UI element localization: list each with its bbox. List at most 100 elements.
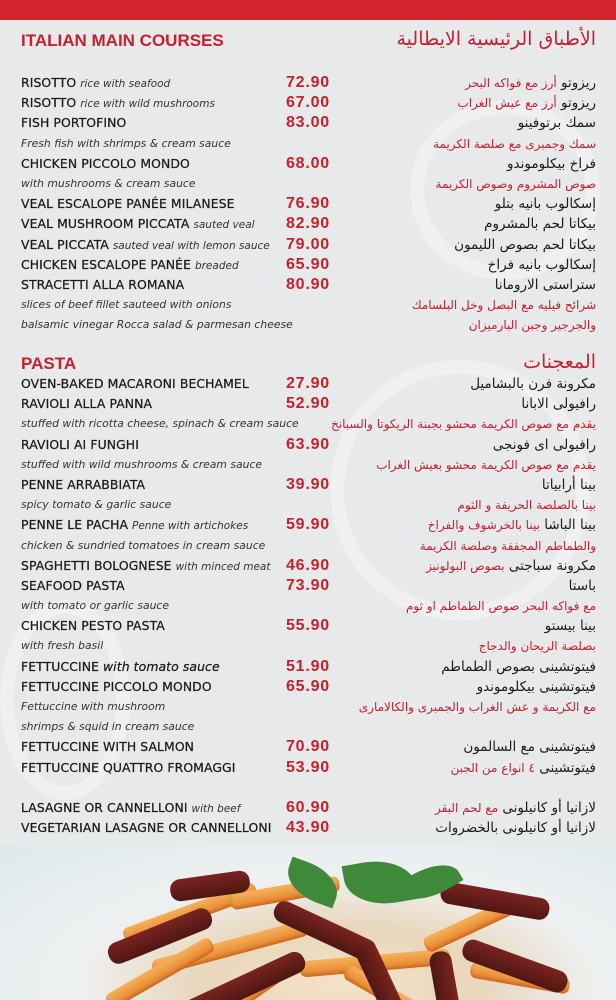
main-courses-list: RISOTTO rice with seafood 72.90 ريزوتو أرز… xyxy=(0,73,616,335)
menu-item-note-ar: ٤ انواع من الجبن xyxy=(450,760,535,775)
menu-item-name-ar: لازانيا أو كانيلونى xyxy=(502,800,596,816)
menu-item-name: SPAGHETTI BOLOGNESE xyxy=(21,557,172,573)
menu-item: CHICKEN ESCALOPE PANÉE breaded 65.90 إسكال… xyxy=(0,255,616,275)
menu-item-ar: رافيولى اى فونجى xyxy=(493,435,596,455)
menu-item-en: PENNE ARRABBIATA xyxy=(21,475,145,495)
menu-item-description-en: balsamic vinegar Rocca salad & parmesan … xyxy=(21,318,293,332)
menu-item-price: 59.90 xyxy=(285,516,330,534)
menu-item-description-ar: بصلصة الريحان والدجاج xyxy=(478,639,596,654)
menu-item-price: 65.90 xyxy=(285,677,330,695)
menu-item-description-ar: بينا بالصلصة الحريفة و الثوم xyxy=(457,498,596,513)
menu-item-ar: إسكالوب بانيه بتلو xyxy=(495,194,596,214)
main-courses-title: ITALIAN MAIN COURSES xyxy=(21,31,224,50)
baked-pasta-list: LASAGNE OR CANNELLONI with beef 60.90 لازا… xyxy=(0,798,616,838)
menu-item-description-ar: صوص المشروم وصوص الكريمة xyxy=(435,176,596,191)
menu-item: FETTUCCINE WITH SALMON 70.90 فيتوتشينى مع … xyxy=(0,737,616,757)
menu-item-ar: فيتوتشينى مع السالمون xyxy=(463,737,596,757)
menu-item-en: SEAFOOD PASTA xyxy=(21,576,125,596)
menu-item-en: PENNE LE PACHA Penne with artichokes xyxy=(21,515,248,536)
main-courses-title-ar: الأطباق الرئيسية الايطالية xyxy=(396,28,596,50)
menu-item-description-en: chicken & sundried tomatoes in cream sau… xyxy=(21,538,266,552)
menu-item-note-ar: بينا بالخرشوف والفراخ xyxy=(427,518,540,533)
menu-item-ar: سمك برتوفينو xyxy=(518,113,596,133)
menu-item-name: FETTUCCINE xyxy=(21,658,99,674)
menu-item-description-ar: يقدم مع صوص الكريمة محشو بجبنة الريكوتا … xyxy=(331,417,596,432)
menu-item-name-ar: مكرونة فرن بالبشاميل xyxy=(470,376,596,392)
menu-item-description-en: with tomato or garlic sauce xyxy=(21,599,169,613)
menu-item-name: FETTUCCINE WITH SALMON xyxy=(21,739,195,755)
menu-item-en: RAVIOLI AI FUNGHI xyxy=(21,435,139,455)
menu-item-name-ar: فيتوتشينى مع السالمون xyxy=(463,739,596,756)
menu-item-ar: مكرونة سباجتى بصوص البولونيز xyxy=(426,556,596,576)
menu-item-en: FETTUCCINE WITH SALMON xyxy=(21,737,194,757)
menu-item-description-en: Fresh fish with shrimps & cream sauce xyxy=(21,136,231,150)
menu-item-ar: بينا الباشا بينا بالخرشوف والفراخ xyxy=(428,515,596,535)
menu-item: FISH PORTOFINO 83.00 سمك برتوفينو xyxy=(0,113,616,133)
pasta-dish-photo xyxy=(0,845,616,1000)
menu-item-en: FISH PORTOFINO xyxy=(21,113,127,133)
menu-item-name-ar: فيتوتشينى بيكلوموندو xyxy=(476,678,596,695)
menu-item-price: 82.90 xyxy=(285,215,330,233)
menu-item-price: 51.90 xyxy=(285,657,330,675)
menu-item-name-ar: بيكاتا لحم بالمشروم xyxy=(484,216,596,233)
menu-item-price: 67.00 xyxy=(285,94,330,112)
menu-item-en: FETTUCCINE with tomato sauce xyxy=(21,657,220,677)
menu-item-name: PENNE ARRABBIATA xyxy=(21,476,146,492)
menu-item-name-ar: رافيولى الابانا xyxy=(521,396,596,413)
menu-item: LASAGNE OR CANNELLONI with beef 60.90 لازا… xyxy=(0,798,616,818)
menu-item-en: OVEN-BAKED MACARONI BECHAMEL xyxy=(21,374,249,394)
menu-item-price: 76.90 xyxy=(285,195,330,213)
menu-item-name-ar: فيتوتشينى xyxy=(539,759,596,776)
top-red-bar xyxy=(0,0,616,20)
pasta-list: OVEN-BAKED MACARONI BECHAMEL 27.90 مكرونة … xyxy=(0,374,616,778)
menu-item: FETTUCCINE QUATTRO FROMAGGI 53.90 فيتوتشين… xyxy=(0,758,616,778)
menu-item-name-ar: لازانيا أو كانيلونى بالخضروات xyxy=(435,820,596,837)
menu-item-note: breaded xyxy=(194,259,239,272)
menu-item-name: VEGETARIAN LASAGNE OR CANNELLONI xyxy=(21,820,272,836)
menu-item-en: VEAL MUSHROOM PICCATA sauted veal xyxy=(21,214,255,235)
menu-item: CHICKEN PICCOLO MONDO 68.00 فراخ بيكلوموند… xyxy=(0,154,616,174)
menu-item-name-ar: إسكالوب بانيه بتلو xyxy=(494,196,596,213)
menu-item-ar: بينا بيستو xyxy=(545,616,596,636)
menu-item-description-en: slices of beef fillet sauteed with onion… xyxy=(21,298,232,312)
menu-item-name: OVEN-BAKED MACARONI BECHAMEL xyxy=(21,376,249,391)
menu-item-ar: ستراستى الارومانا xyxy=(495,275,596,295)
menu-item-price: 43.90 xyxy=(285,819,330,837)
menu-item-name-ar: إسكالوب بانيه فراخ xyxy=(487,256,596,273)
menu-item-name: VEAL PICCATA xyxy=(21,236,109,252)
pasta-title-ar: المعجنات xyxy=(523,351,596,373)
menu-item-description-en: stuffed with ricotta cheese, spinach & c… xyxy=(21,417,299,431)
menu-item-name-ar: فيتوتشينى بصوص الطماطم xyxy=(441,658,596,675)
menu-item-price: 52.90 xyxy=(285,395,330,413)
menu-item-name-ar: ريزوتو xyxy=(561,75,596,91)
menu-item-ar: ريزوتو أرز مع فواكه البحر xyxy=(465,73,596,93)
menu-item-name: CHICKEN PICCOLO MONDO xyxy=(21,155,190,171)
menu-item: CHICKEN PESTO PASTA 55.90 بينا بيستو xyxy=(0,616,616,636)
menu-item-en: CHICKEN PESTO PASTA xyxy=(21,616,165,636)
menu-item-en: FETTUCCINE QUATTRO FROMAGGI xyxy=(21,758,236,778)
menu-item-en: RISOTTO rice with wild mushrooms xyxy=(21,93,215,114)
menu-item-description-ar: سمك وجمبرى مع صلصة الكريمة xyxy=(433,136,596,151)
menu-item-ar: فيتوتشينى بصوص الطماطم xyxy=(441,657,596,677)
menu-item-name-ar: فراخ بيكلوموندو xyxy=(507,155,596,172)
menu-item-name: CHICKEN ESCALOPE PANÉE xyxy=(21,256,191,272)
menu-item-name-ar: بينا الباشا xyxy=(544,517,596,534)
menu-item-en: STRACETTI ALLA ROMANA xyxy=(21,275,184,295)
menu-item-description-en: with fresh basil xyxy=(21,639,104,653)
menu-item-name-ar: ستراستى الارومانا xyxy=(494,276,596,293)
menu-item-price: 79.00 xyxy=(285,235,330,253)
menu-item-en: VEAL ESCALOPE PANÉE MILANESE xyxy=(21,194,235,214)
menu-item-name: VEAL ESCALOPE PANÉE MILANESE xyxy=(21,196,235,212)
menu-item-description: with fresh basil بصلصة الريحان والدجاج xyxy=(0,636,616,656)
menu-item-name: FETTUCCINE PICCOLO MONDO xyxy=(21,678,212,694)
menu-item-description: chicken & sundried tomatoes in cream sau… xyxy=(0,536,616,556)
menu-item: SEAFOOD PASTA 73.90 باستا xyxy=(0,576,616,596)
menu-item-price: 68.00 xyxy=(285,154,330,172)
menu-item-description: stuffed with ricotta cheese, spinach & c… xyxy=(0,414,616,434)
menu-item-description: balsamic vinegar Rocca salad & parmesan … xyxy=(0,315,616,335)
menu-item: PENNE ARRABBIATA 39.90 بينا أرابياتا xyxy=(0,475,616,495)
menu-item-name-ar: باستا xyxy=(568,577,596,594)
menu-item-ar: ريزوتو أرز مع عيش الغراب xyxy=(457,93,596,113)
menu-item-name-ar: بينا أرابياتا xyxy=(541,476,596,493)
menu-item-price: 73.90 xyxy=(285,576,330,594)
